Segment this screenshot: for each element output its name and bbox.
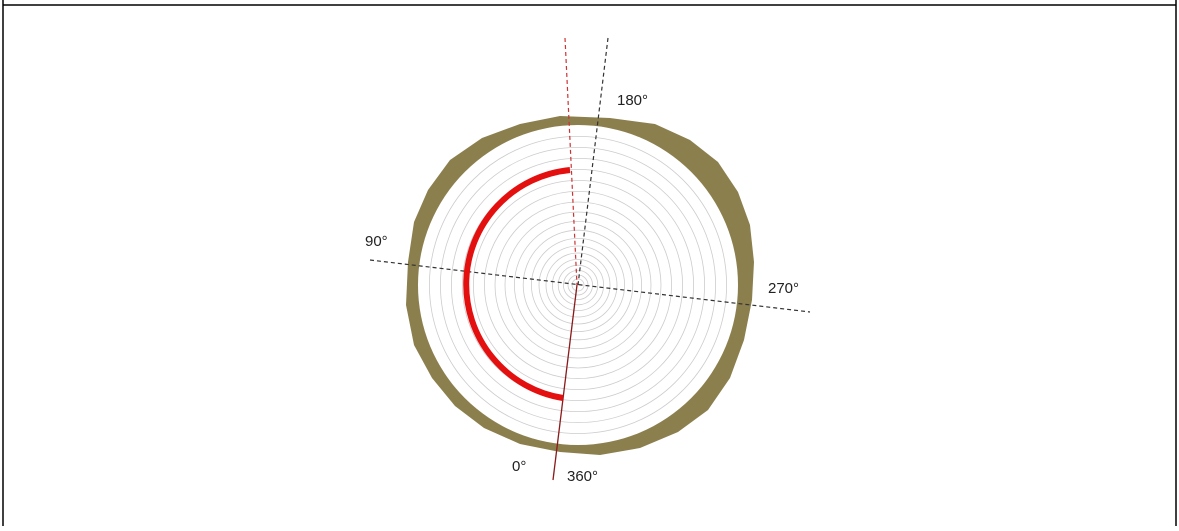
ring xyxy=(531,237,626,332)
ring xyxy=(472,179,683,390)
ring xyxy=(538,245,618,325)
ring xyxy=(567,274,589,296)
ring xyxy=(504,211,652,359)
label-360: 360° xyxy=(567,468,598,485)
ring xyxy=(552,258,605,311)
ring xyxy=(461,168,694,401)
ring xyxy=(439,146,717,424)
reference-dashed xyxy=(564,37,578,286)
ring xyxy=(571,278,585,292)
ring xyxy=(514,220,643,349)
label-0: 0° xyxy=(512,458,526,475)
ring xyxy=(522,229,634,341)
label-270: 270° xyxy=(768,280,799,297)
label-90: 90° xyxy=(365,233,388,250)
ring xyxy=(428,135,728,435)
ring xyxy=(483,190,672,379)
ring xyxy=(545,252,611,318)
ring xyxy=(494,201,662,369)
label-180: 180° xyxy=(617,92,648,109)
rings xyxy=(428,135,728,435)
arc xyxy=(463,167,571,401)
ring xyxy=(450,157,705,412)
axis-90-270 xyxy=(369,259,811,313)
ring xyxy=(557,264,599,306)
ring xyxy=(563,269,594,300)
reference-line xyxy=(552,284,578,481)
